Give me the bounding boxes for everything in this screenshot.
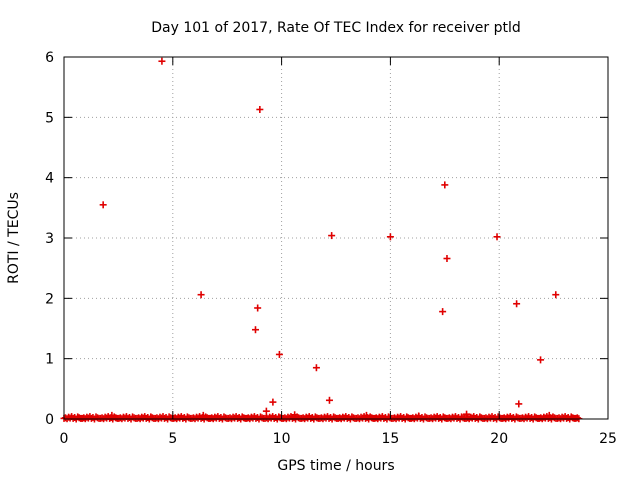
- data-point: [513, 300, 521, 308]
- x-tick-label: 10: [273, 431, 291, 447]
- data-point: [552, 291, 560, 299]
- ticks-layer: [63, 56, 609, 420]
- data-point: [158, 57, 166, 65]
- data-point: [415, 412, 423, 420]
- x-tick-label: 5: [168, 431, 177, 447]
- data-point-baseline: [573, 414, 581, 422]
- data-point: [256, 105, 264, 113]
- tick-labels-layer: 0 5 10 15 20 25 0 1 2 3 4 5 6: [45, 50, 617, 447]
- data-point: [443, 255, 451, 263]
- data-point: [291, 411, 299, 419]
- y-tick-label: 0: [45, 412, 54, 428]
- x-tick-label: 20: [490, 431, 508, 447]
- data-point: [197, 291, 205, 299]
- x-tick-label: 15: [381, 431, 399, 447]
- data-point: [328, 232, 336, 240]
- data-point: [262, 407, 270, 415]
- data-point: [386, 233, 394, 241]
- x-axis-label: GPS time / hours: [277, 458, 394, 474]
- y-axis-label: ROTI / TECUs: [6, 192, 22, 284]
- data-point: [439, 308, 447, 316]
- data-point: [269, 398, 277, 406]
- data-point: [362, 411, 370, 419]
- data-point: [515, 400, 523, 408]
- data-point: [108, 411, 116, 419]
- data-point: [537, 356, 545, 364]
- y-tick-label: 2: [45, 291, 54, 307]
- data-point: [493, 233, 501, 241]
- x-tick-label: 25: [599, 431, 617, 447]
- y-tick-label: 4: [45, 171, 54, 187]
- data-point: [275, 350, 283, 358]
- data-point: [199, 411, 207, 419]
- chart-title: Day 101 of 2017, Rate Of TEC Index for r…: [151, 20, 521, 36]
- data-point: [325, 396, 333, 404]
- y-tick-label: 3: [45, 231, 54, 247]
- y-tick-label: 5: [45, 110, 54, 126]
- data-point: [251, 326, 259, 334]
- data-point: [312, 364, 320, 372]
- data-point: [441, 181, 449, 189]
- x-tick-label: 0: [60, 431, 69, 447]
- data-point: [99, 201, 107, 209]
- data-point: [463, 410, 471, 418]
- data-point: [545, 411, 553, 419]
- data-point: [254, 304, 262, 312]
- y-tick-label: 6: [45, 50, 54, 66]
- y-tick-label: 1: [45, 352, 54, 368]
